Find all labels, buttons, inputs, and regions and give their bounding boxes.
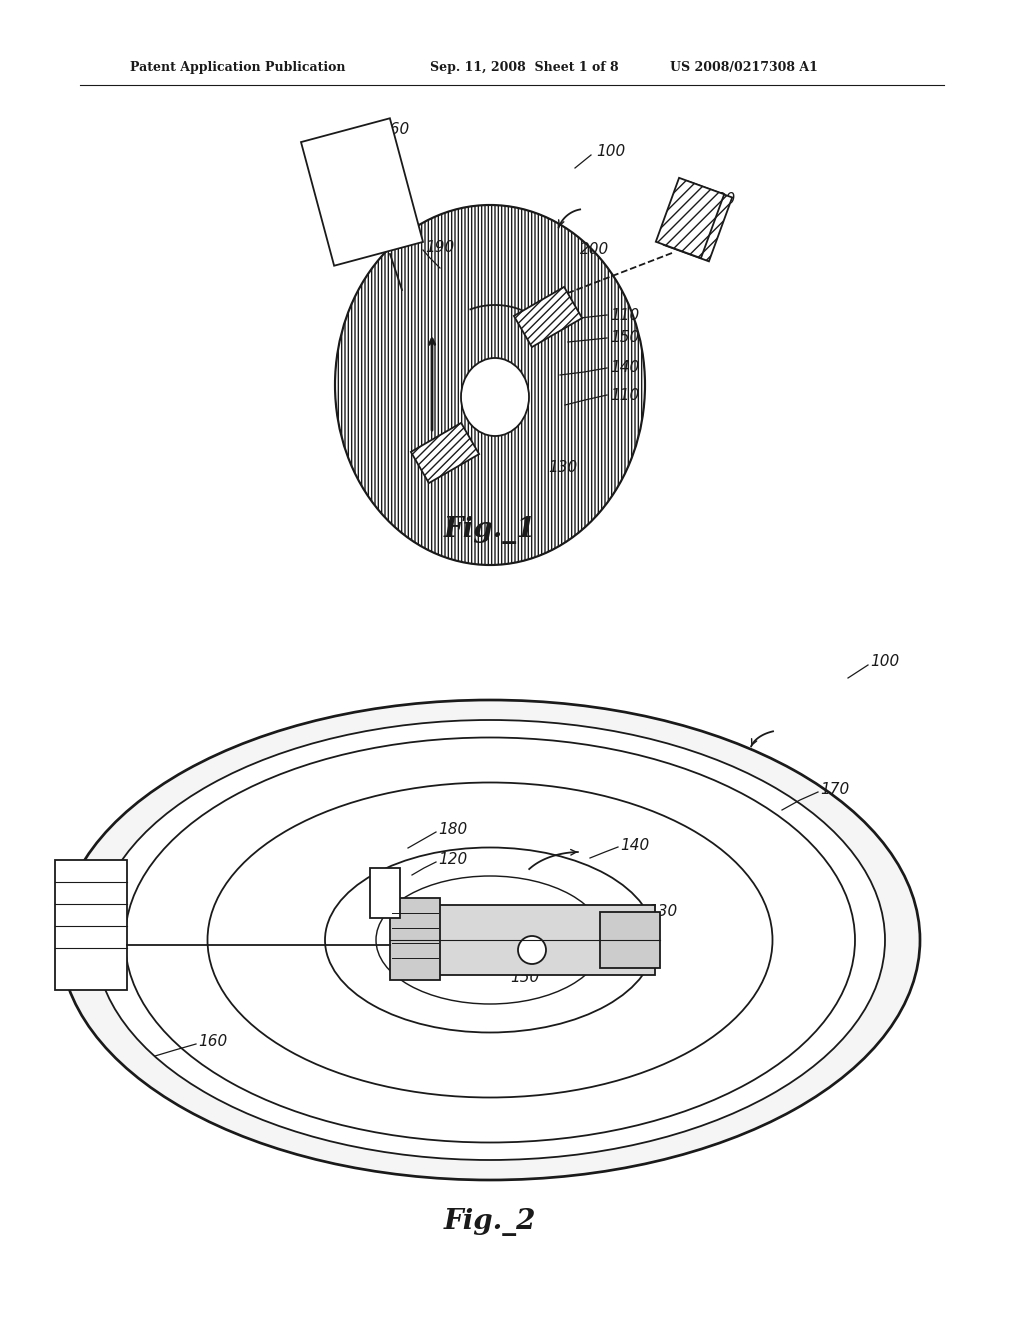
Text: 100: 100 [870, 655, 899, 669]
Ellipse shape [518, 936, 546, 964]
Text: 150: 150 [510, 970, 540, 986]
Text: 140: 140 [610, 360, 639, 375]
Text: 180: 180 [438, 822, 467, 837]
Ellipse shape [325, 847, 655, 1032]
Text: 120: 120 [438, 853, 467, 867]
Bar [600, 912, 660, 968]
Bar [390, 898, 440, 979]
Text: Patent Application Publication: Patent Application Publication [130, 62, 345, 74]
Polygon shape [514, 286, 582, 347]
Text: 130: 130 [648, 904, 677, 920]
Ellipse shape [95, 719, 885, 1160]
Text: 180: 180 [706, 193, 735, 207]
Text: 140: 140 [620, 837, 649, 853]
Text: Sep. 11, 2008  Sheet 1 of 8: Sep. 11, 2008 Sheet 1 of 8 [430, 62, 618, 74]
Text: Fig._2: Fig._2 [443, 1208, 537, 1236]
Text: US 2008/0217308 A1: US 2008/0217308 A1 [670, 62, 818, 74]
Ellipse shape [208, 783, 772, 1097]
Text: Fig._1: Fig._1 [443, 516, 537, 544]
Polygon shape [664, 181, 732, 261]
Bar [55, 861, 127, 990]
Text: 190: 190 [425, 240, 455, 256]
Polygon shape [411, 422, 479, 483]
Ellipse shape [461, 358, 529, 436]
Ellipse shape [335, 205, 645, 565]
Text: 160: 160 [380, 123, 410, 137]
Text: 160: 160 [198, 1035, 227, 1049]
Polygon shape [655, 178, 724, 259]
Text: 200: 200 [580, 243, 609, 257]
Polygon shape [301, 119, 423, 265]
Text: 110: 110 [610, 308, 639, 322]
Text: 110: 110 [610, 388, 639, 403]
Text: 150: 150 [610, 330, 639, 346]
Bar [370, 869, 400, 917]
Text: 130: 130 [548, 461, 578, 475]
Bar [425, 906, 655, 975]
Ellipse shape [60, 700, 920, 1180]
Text: 100: 100 [596, 144, 626, 160]
Ellipse shape [125, 738, 855, 1143]
Ellipse shape [376, 876, 604, 1005]
Text: 170: 170 [820, 783, 849, 797]
